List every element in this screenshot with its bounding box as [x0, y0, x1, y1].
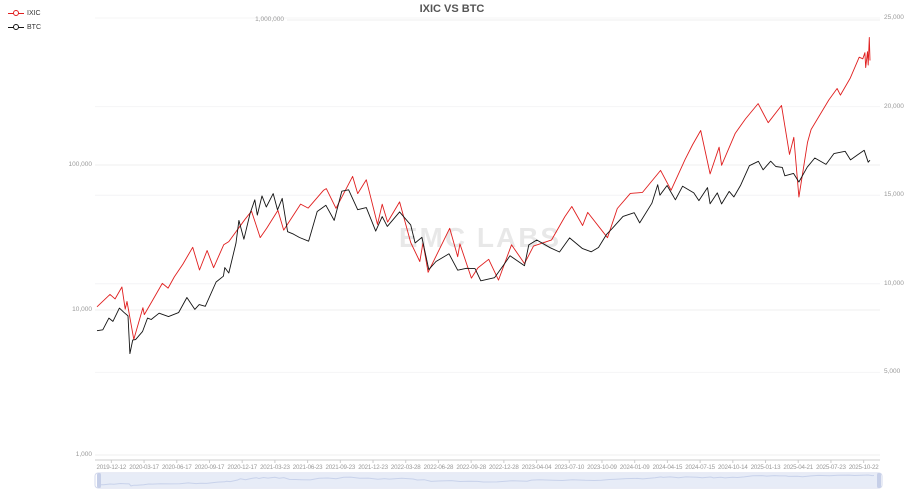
y-axis-label-right: 25,000: [884, 14, 904, 21]
chart-title: IXIC VS BTC: [419, 3, 485, 15]
y-axis-label-left: 1,000,000: [255, 16, 284, 23]
x-axis-label: 2021-12-23: [358, 464, 388, 471]
datazoom-handle-right[interactable]: [877, 473, 881, 488]
line-series-icon: [8, 9, 24, 17]
x-axis-label: 2019-12-12: [96, 464, 127, 471]
x-axis-label: 2020-12-17: [227, 464, 258, 471]
legend-label: BTC: [27, 23, 41, 31]
x-axis-label: 2021-03-23: [260, 464, 290, 471]
x-axis-label: 2023-07-10: [554, 464, 585, 471]
series-line-btc: [96, 149, 871, 355]
x-axis-label: 2020-03-17: [129, 464, 159, 471]
x-axis-label: 2025-10-22: [848, 464, 879, 471]
y-axis-label-left: 100,000: [68, 161, 93, 168]
x-axis-label: 2023-04-04: [521, 464, 552, 471]
y-axis-label-left: 10,000: [72, 306, 92, 313]
legend-label: IXIC: [27, 9, 41, 17]
y-axis-label-left: 1,000: [75, 451, 92, 458]
x-axis-label: 2024-04-15: [652, 464, 683, 471]
x-axis-label: 2020-09-17: [194, 464, 225, 471]
x-axis-label: 2022-03-28: [390, 464, 421, 471]
x-axis-label: 2025-07-23: [816, 464, 846, 471]
y-axis-label-right: 20,000: [884, 102, 904, 110]
x-axis-label: 2021-06-23: [292, 464, 323, 471]
legend-item-btc[interactable]: BTC: [8, 20, 41, 34]
x-axis-label: 2022-06-28: [423, 464, 454, 471]
datazoom-selected-range[interactable]: [98, 474, 879, 487]
y-axis-label-right: 5,000: [884, 368, 901, 376]
legend-item-ixic[interactable]: IXIC: [8, 6, 41, 20]
datazoom-handle-left[interactable]: [97, 473, 101, 488]
x-axis-label: 2025-01-13: [750, 464, 781, 471]
y-axis-label-right: 10,000: [884, 279, 904, 287]
x-axis-label: 2021-09-23: [325, 464, 356, 471]
x-axis-label: 2023-10-09: [587, 464, 617, 471]
x-axis-label: 2024-07-15: [685, 464, 715, 471]
x-axis-label: 2022-12-28: [489, 464, 519, 471]
x-axis-label: 2022-09-28: [456, 464, 486, 471]
legend: IXIC BTC: [8, 6, 41, 34]
y-axis-label-right: 15,000: [884, 191, 904, 199]
x-axis-label: 2024-10-14: [717, 464, 748, 471]
line-series-icon: [8, 23, 24, 31]
series-line-ixic: [96, 37, 871, 340]
x-axis-label: 2020-06-17: [161, 464, 192, 471]
x-axis-label: 2024-01-09: [619, 464, 650, 471]
x-axis-label: 2025-04-21: [783, 464, 814, 471]
